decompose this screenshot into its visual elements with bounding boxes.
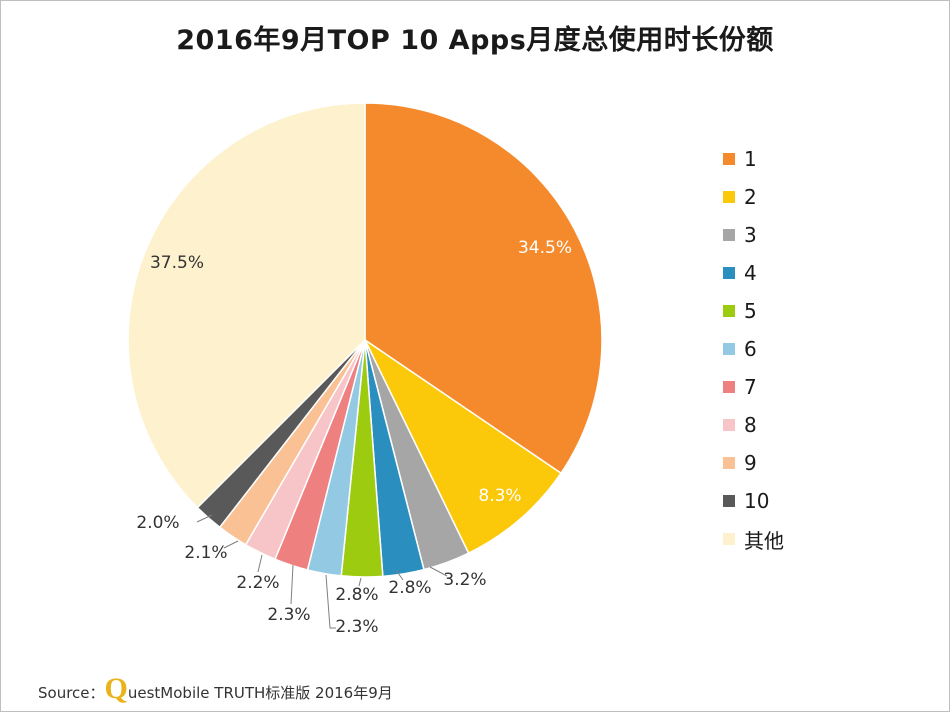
source-text: uestMobile TRUTH标准版 2016年9月	[127, 684, 393, 702]
legend-swatch	[723, 153, 735, 165]
data-label-1: 34.5%	[518, 238, 572, 258]
legend-item-4: 4	[723, 254, 784, 292]
legend-label: 10	[744, 489, 770, 513]
questmobile-logo-letter: Q	[104, 672, 128, 705]
legend-swatch	[723, 191, 735, 203]
leader-line-3	[429, 566, 448, 577]
legend-item-3: 3	[723, 216, 784, 254]
leader-line-6	[325, 574, 336, 629]
legend-item-5: 5	[723, 292, 784, 330]
source-note: Source： Q uestMobile TRUTH标准版 2016年9月	[38, 674, 393, 704]
legend-swatch	[723, 533, 735, 545]
data-label-7: 2.3%	[267, 605, 310, 625]
legend-label: 8	[744, 413, 757, 437]
source-prefix: Source：	[38, 684, 105, 702]
leader-line-7	[290, 564, 294, 605]
pie-slice-2	[363, 337, 563, 555]
legend-swatch	[723, 381, 735, 393]
data-labels: 34.5% 8.3% 3.2% 2.8% 2.8% 2.3% 2.3% 2.2% 2.1%2.0…	[136, 238, 572, 637]
legend-label: 9	[744, 451, 757, 475]
legend-label: 7	[744, 375, 757, 399]
pie-slice-1	[364, 102, 603, 475]
legend-label: 6	[744, 337, 757, 361]
legend-swatch	[723, 343, 735, 355]
legend-swatch	[723, 495, 735, 507]
legend-label: 2	[744, 185, 757, 209]
leader-line-9	[223, 540, 239, 549]
legend-label: 1	[744, 147, 757, 171]
legend-item-7: 7	[723, 368, 784, 406]
legend-swatch	[723, 229, 735, 241]
legend-item-1: 1	[723, 140, 784, 178]
legend-label: 5	[744, 299, 757, 323]
legend-item-6: 6	[723, 330, 784, 368]
data-label-2: 8.3%	[478, 486, 521, 506]
pie-slice-其他	[127, 102, 366, 509]
data-label-10: 2.0%	[136, 513, 179, 533]
data-label-3: 3.2%	[443, 570, 486, 590]
legend-label: 其他	[744, 528, 784, 553]
legend-swatch	[723, 457, 735, 469]
leader-line-8	[257, 554, 263, 573]
legend-label: 4	[744, 261, 757, 285]
legend-swatch	[723, 419, 735, 431]
leader-line-5	[358, 577, 362, 587]
leader-line-10	[196, 514, 213, 523]
legend-item-10: 10	[723, 482, 784, 520]
legend-swatch	[723, 305, 735, 317]
chart-title: 2016年9月TOP 10 Apps月度总使用时长份额	[176, 25, 774, 56]
data-label-8: 2.2%	[236, 573, 279, 593]
data-label-5: 2.8%	[335, 585, 378, 605]
legend-item-9: 9	[723, 444, 784, 482]
legend-swatch	[723, 267, 735, 279]
legend-label: 3	[744, 223, 757, 247]
data-label-其他: 37.5%	[150, 253, 204, 273]
legend-item-其他: 其他	[723, 520, 784, 558]
legend-item-2: 2	[723, 178, 784, 216]
data-label-9: 2.1%	[184, 543, 227, 563]
leader-line-4	[395, 569, 404, 581]
leader-lines	[196, 514, 448, 629]
legend-item-8: 8	[723, 406, 784, 444]
data-label-4: 2.8%	[388, 578, 431, 598]
legend: 1 2 3 4 5 6 7 8 9 10 其他	[723, 140, 784, 558]
data-label-6: 2.3%	[335, 617, 378, 637]
pie-slices	[127, 102, 603, 578]
